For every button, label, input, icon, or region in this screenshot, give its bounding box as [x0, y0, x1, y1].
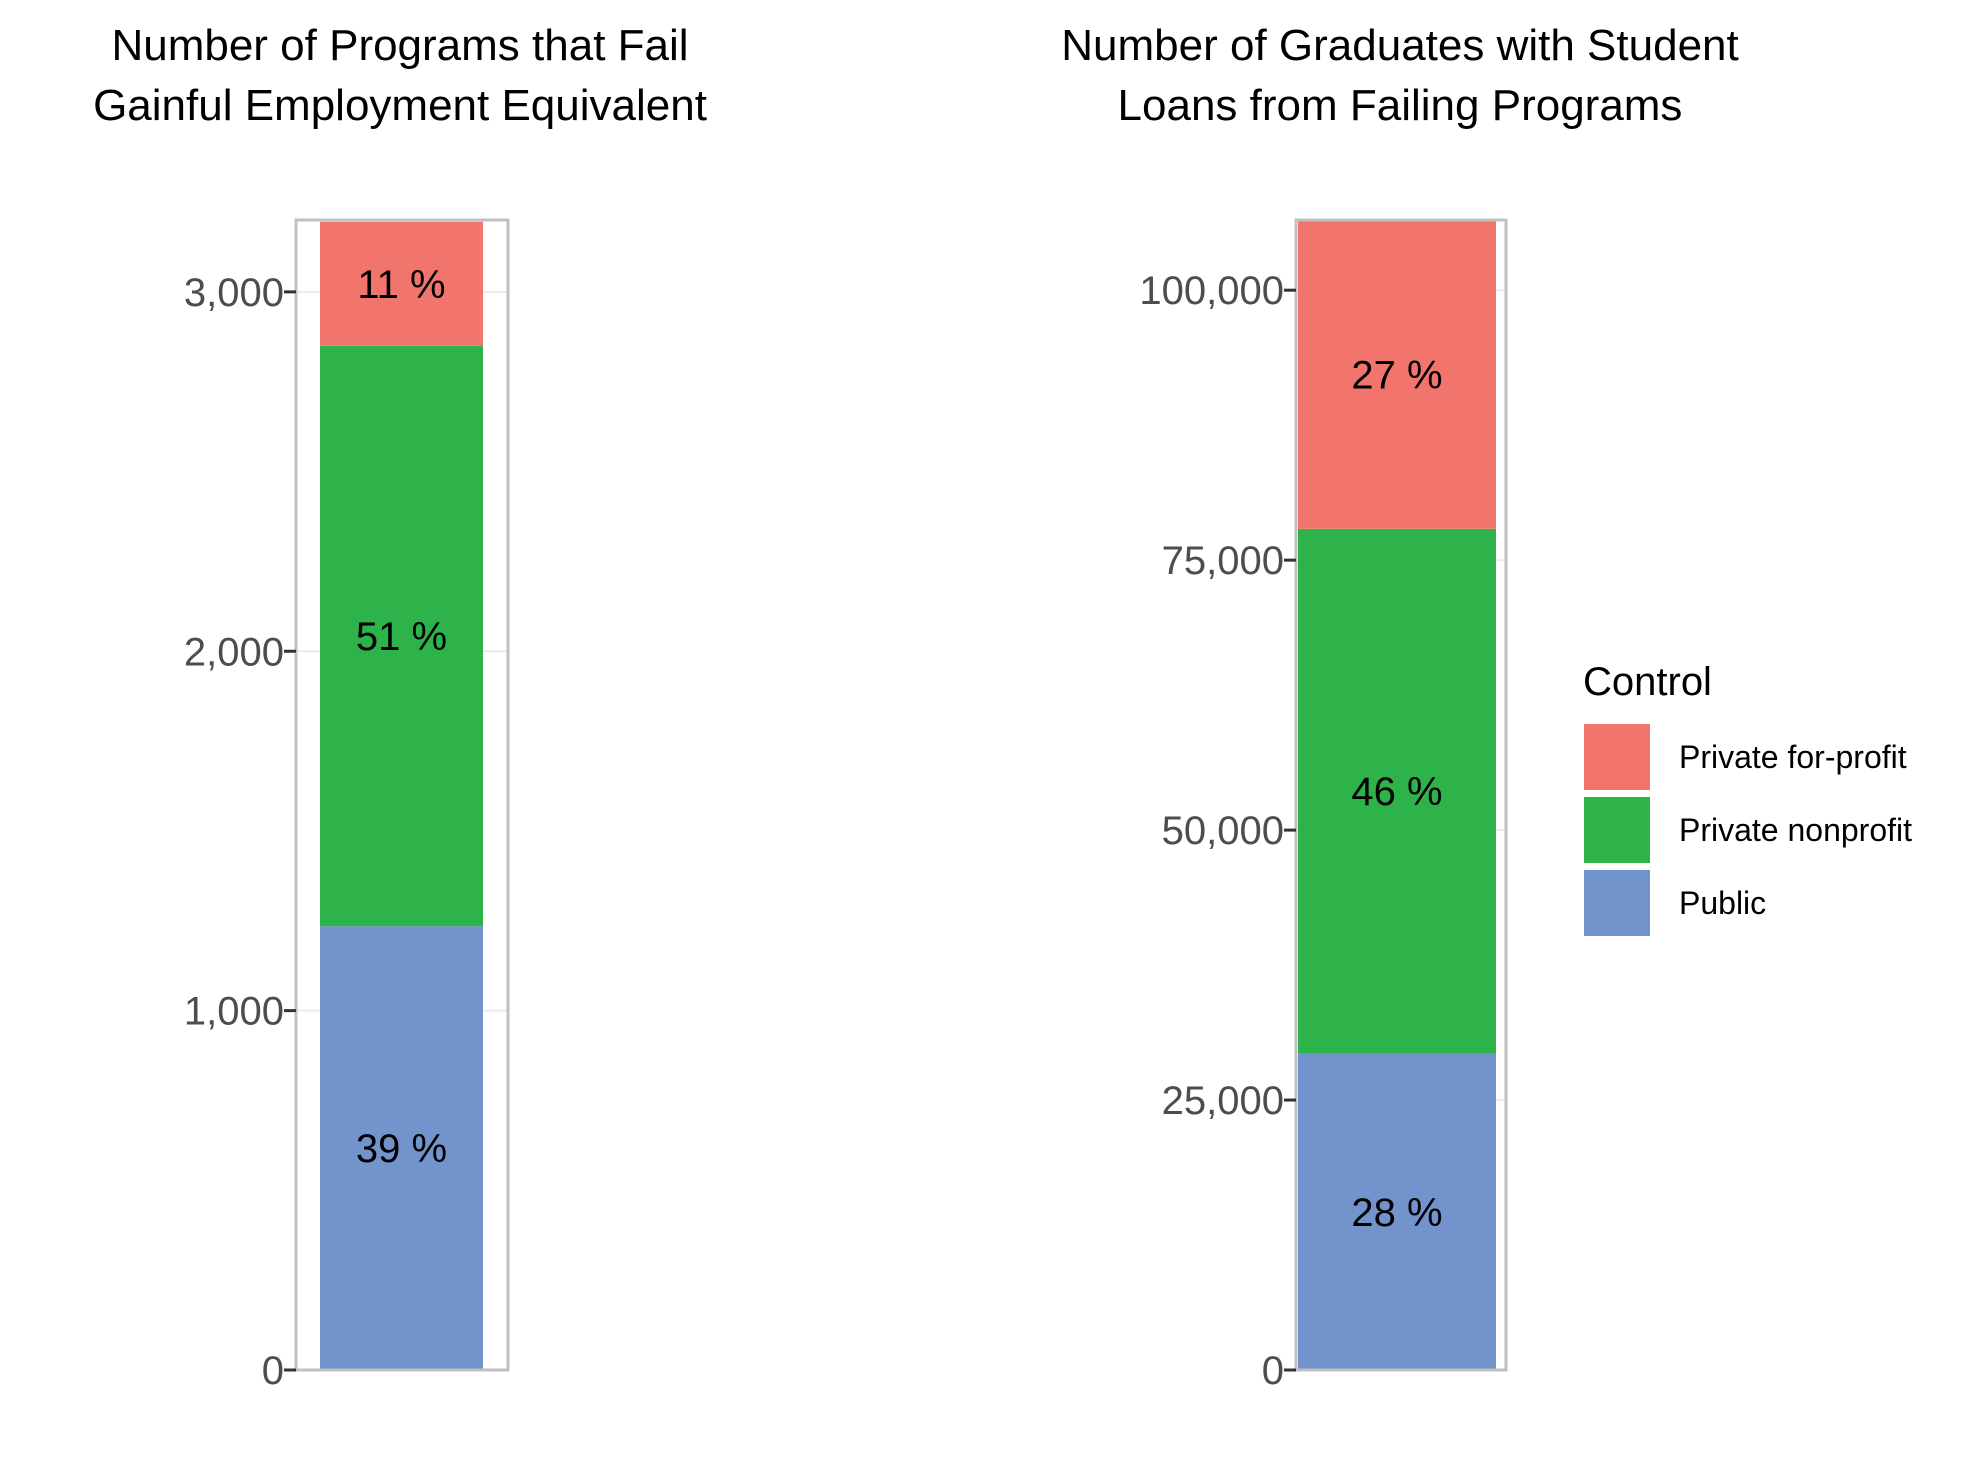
y-tick-label: 0: [262, 1349, 284, 1393]
title-line: Gainful Employment Equivalent: [93, 81, 707, 130]
legend-label-private-nonprofit: Private nonprofit: [1679, 812, 1912, 848]
segment-label-public: 28 %: [1351, 1191, 1442, 1235]
chart-programs: Number of Programs that Fail Gainful Empl…: [93, 21, 707, 1393]
legend-key-private-nonprofit: [1582, 795, 1652, 865]
chart-title: Number of Graduates with Student Loans fr…: [1061, 21, 1738, 130]
y-tick-label: 75,000: [1162, 539, 1284, 583]
legend-key-private-for-profit: [1582, 722, 1652, 792]
legend-key-public: [1582, 868, 1652, 938]
segment-label-public: 39 %: [356, 1127, 447, 1171]
legend: Control Private for-profit Private nonprof…: [1582, 660, 1912, 938]
y-tick-label: 1,000: [184, 990, 284, 1034]
panel-border: [1294, 218, 1508, 1372]
segment-label-private-nonprofit: 46 %: [1351, 770, 1442, 814]
y-tick-label: 25,000: [1162, 1079, 1284, 1123]
y-tick-label: 3,000: [184, 271, 284, 315]
chart-graduates: Number of Graduates with Student Loans fr…: [1061, 21, 1738, 1393]
bar-segment-private-for-profit: [1298, 220, 1496, 529]
segment-label-private-for-profit: 27 %: [1351, 353, 1442, 397]
y-tick-label: 0: [1262, 1349, 1284, 1393]
bar-segment-public: [1298, 1053, 1496, 1370]
legend-label-private-for-profit: Private for-profit: [1679, 739, 1907, 775]
title-line: Number of Programs that Fail: [111, 21, 688, 70]
chart-title: Number of Programs that Fail Gainful Empl…: [93, 21, 707, 130]
y-tick-label: 2,000: [184, 630, 284, 674]
segment-label-private-nonprofit: 51 %: [356, 615, 447, 659]
legend-label-public: Public: [1679, 885, 1766, 921]
legend-title: Control: [1583, 660, 1712, 704]
bar-segment-private-for-profit: [320, 221, 483, 346]
title-line: Loans from Failing Programs: [1118, 81, 1683, 130]
segment-label-private-for-profit: 11 %: [357, 263, 445, 307]
bar-segment-private-nonprofit: [1298, 528, 1496, 1054]
y-tick-label: 100,000: [1139, 269, 1284, 313]
bar-segment-private-nonprofit: [320, 345, 483, 927]
panel-border: [294, 218, 510, 1372]
bar-segment-public: [320, 926, 483, 1370]
title-line: Number of Graduates with Student: [1061, 21, 1738, 70]
y-tick-label: 50,000: [1162, 809, 1284, 853]
